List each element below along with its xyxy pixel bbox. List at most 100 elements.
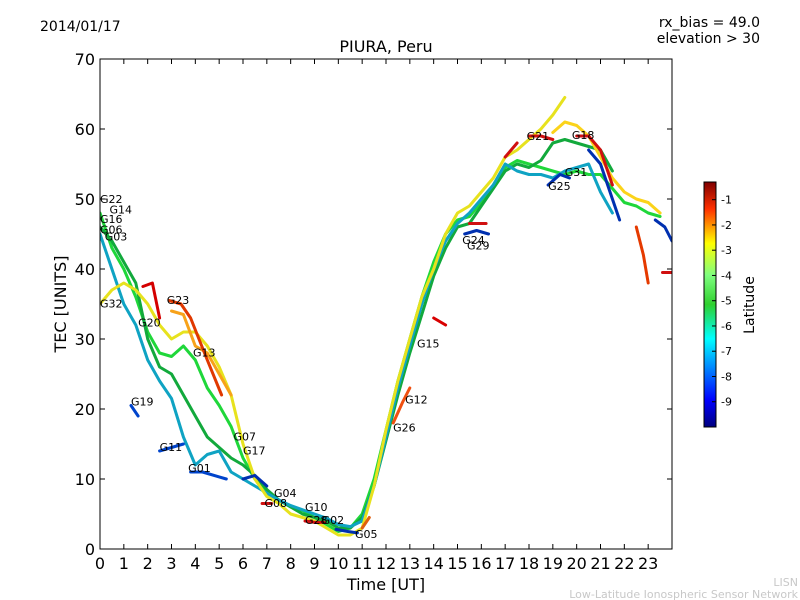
series-layer	[100, 96, 672, 537]
satellite-label-g25: G25	[548, 180, 571, 193]
colorbar-tick-label--5: -5	[721, 295, 732, 308]
x-tick-label-8: 8	[286, 554, 296, 573]
tec-series-7	[167, 299, 224, 397]
x-tick-label-11: 11	[352, 554, 372, 573]
footer-lisn: LISN	[773, 576, 798, 589]
footer-network: Low-Latitude Ionospheric Sensor Network	[569, 588, 798, 600]
x-axis-label: Time [UT]	[346, 575, 425, 594]
x-tick-label-21: 21	[590, 554, 610, 573]
y-tick-label-70: 70	[75, 50, 95, 69]
satellite-label-g19: G19	[131, 396, 154, 409]
x-tick-label-17: 17	[495, 554, 515, 573]
satellite-label-g06: G06	[100, 223, 123, 236]
satellite-label-g07: G07	[233, 431, 256, 444]
tec-series-3	[100, 96, 567, 537]
y-axis-label: TEC [UNITS]	[51, 256, 70, 354]
x-tick-label-0: 0	[95, 554, 105, 573]
satellite-label-g24: G24	[462, 234, 485, 247]
tec-series-0	[100, 159, 662, 533]
satellite-label-g02: G02	[322, 514, 345, 527]
colorbar-tick-label--1: -1	[721, 194, 732, 207]
y-tick-label-20: 20	[75, 400, 95, 419]
tec-series-14	[432, 316, 448, 327]
tec-series-27	[391, 386, 412, 425]
colorbar-tick-label--4: -4	[721, 269, 732, 282]
x-tick-label-13: 13	[400, 554, 420, 573]
x-tick-label-18: 18	[519, 554, 539, 573]
tec-series-4	[170, 309, 233, 397]
satellite-label-g12: G12	[405, 393, 428, 406]
satellite-label-g32: G32	[100, 298, 123, 311]
satellite-label-g01: G01	[188, 462, 211, 475]
y-tick-label-50: 50	[75, 190, 95, 209]
tec-series-2	[100, 162, 614, 529]
y-tick-label-0: 0	[85, 540, 95, 559]
satellite-label-g08: G08	[264, 497, 287, 510]
x-tick-label-10: 10	[328, 554, 348, 573]
colorbar-ticks: -1 -2 -3 -4 -5 -6 -7 -8 -9	[712, 194, 732, 409]
tec-series-26	[360, 516, 371, 530]
x-tick-label-23: 23	[638, 554, 658, 573]
satellite-label-g26: G26	[393, 421, 416, 434]
colorbar-gradient	[703, 181, 717, 428]
satellite-label-g28: G28	[305, 514, 328, 527]
tec-series-21	[587, 148, 622, 222]
y-tick-label-10: 10	[75, 470, 95, 489]
colorbar-label: Latitude	[742, 276, 758, 334]
x-tick-label-20: 20	[566, 554, 586, 573]
tec-series-15	[158, 442, 185, 453]
satellite-label-g10: G10	[305, 501, 328, 514]
tec-series-1	[100, 138, 614, 530]
colorbar-tick-label--2: -2	[721, 219, 732, 232]
colorbar-tick-label--8: -8	[721, 370, 732, 383]
tec-series-6	[141, 281, 162, 320]
tec-series-8	[503, 141, 519, 159]
tec-series-19	[463, 229, 490, 236]
tec-series-16	[189, 470, 228, 481]
colorbar-tick-label--9: -9	[721, 396, 732, 409]
satellite-label-g17: G17	[243, 445, 266, 458]
tec-series-17	[129, 404, 140, 418]
satellite-label-g31: G31	[565, 166, 588, 179]
satellite-label-g05: G05	[355, 528, 378, 541]
satellite-label-g29: G29	[467, 239, 490, 252]
satellite-label-g21: G21	[527, 130, 550, 143]
tec-series-18	[241, 474, 269, 488]
x-tick-label-14: 14	[423, 554, 443, 573]
x-tick-label-19: 19	[543, 554, 563, 573]
satellite-label-g04: G04	[274, 487, 297, 500]
tec-series-9	[527, 134, 555, 141]
satellite-label-g11: G11	[160, 441, 183, 454]
satellite-label-g20: G20	[138, 316, 161, 329]
colorbar-tick-label--7: -7	[721, 345, 732, 358]
x-tick-label-3: 3	[166, 554, 176, 573]
satellite-label-g18: G18	[572, 129, 595, 142]
x-tick-label-7: 7	[262, 554, 272, 573]
colorbar: -1 -2 -3 -4 -5 -6 -7 -8 -9 Latitude	[703, 181, 758, 428]
x-tick-label-22: 22	[614, 554, 634, 573]
tec-series-22	[653, 218, 672, 243]
x-axis-ticks: 0 1 2 3 4 5 6 7 8 9 10 11 12 13 14 15 16 17 18 19 20 21 22 23	[95, 59, 658, 573]
x-tick-label-5: 5	[214, 554, 224, 573]
chart-title: PIURA, Peru	[339, 37, 432, 56]
y-axis-ticks: 0 10 20 30 40 50 60 70	[75, 50, 672, 559]
y-tick-label-30: 30	[75, 330, 95, 349]
y-tick-label-60: 60	[75, 120, 95, 139]
tec-series-23	[334, 527, 359, 535]
x-tick-label-6: 6	[238, 554, 248, 573]
x-tick-label-4: 4	[190, 554, 200, 573]
date-label: 2014/01/17	[40, 19, 121, 35]
x-tick-label-15: 15	[447, 554, 467, 573]
satellite-label-g16: G16	[100, 213, 123, 226]
satellite-label-g22: G22	[100, 193, 123, 206]
x-tick-label-12: 12	[376, 554, 396, 573]
x-tick-label-16: 16	[471, 554, 491, 573]
satellite-label-g23: G23	[167, 294, 190, 307]
tec-series-20	[546, 173, 571, 187]
tec-series-11	[634, 225, 650, 285]
y-tick-label-40: 40	[75, 260, 95, 279]
tec-series-25	[303, 519, 326, 524]
x-tick-label-2: 2	[143, 554, 153, 573]
colorbar-tick-label--6: -6	[721, 320, 732, 333]
satellite-label-g14: G14	[110, 204, 133, 217]
